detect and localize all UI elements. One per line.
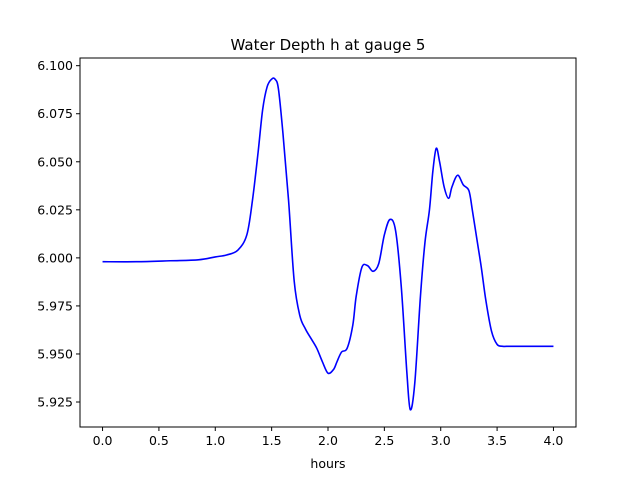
x-tick-label: 3.5: [487, 433, 507, 448]
y-tick-label: 6.100: [37, 58, 73, 73]
axes-frame: [79, 57, 577, 428]
x-tick-label: 2.0: [318, 433, 338, 448]
chart-title: Water Depth h at gauge 5: [231, 36, 426, 54]
x-axis-label: hours: [310, 456, 345, 471]
x-tick-label: 1.0: [205, 433, 225, 448]
x-tick-label: 1.5: [262, 433, 282, 448]
x-tick-label: 0.5: [149, 433, 169, 448]
x-tick-label: 0.0: [93, 433, 113, 448]
y-tick-label: 6.050: [37, 154, 73, 169]
series-line-0: [102, 77, 554, 411]
x-tick-label: 3.0: [431, 433, 451, 448]
y-tick-label: 5.925: [37, 395, 73, 410]
x-tick-label: 4.0: [544, 433, 564, 448]
y-tick-label: 5.950: [37, 346, 73, 361]
plot-layer: [102, 77, 554, 411]
y-tick-label: 5.975: [37, 298, 73, 313]
y-tick-label: 6.025: [37, 202, 73, 217]
y-tick-label: 6.000: [37, 250, 73, 265]
y-tick-label: 6.075: [37, 106, 73, 121]
tick-layer: 0.0 0.5 1.0 1.5 2.0 2.5 3.0 3.5 4.0 5.925 5.950 5.9…: [37, 58, 563, 448]
x-tick-label: 2.5: [374, 433, 394, 448]
